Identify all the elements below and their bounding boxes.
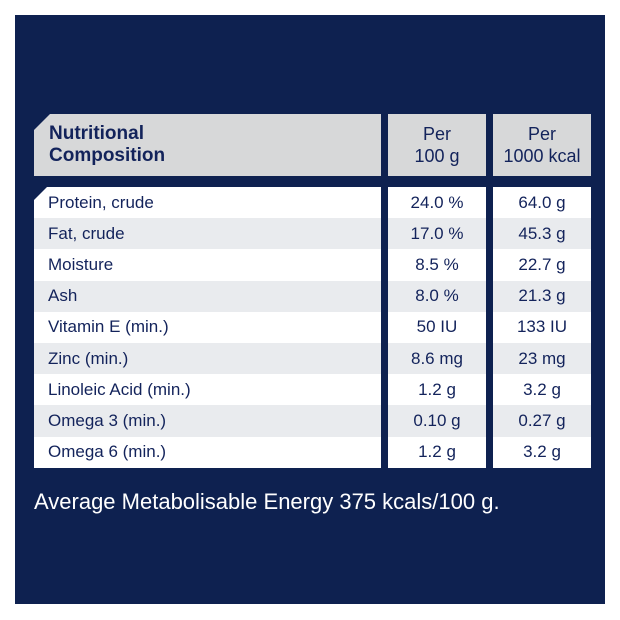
row-label: Linoleic Acid (min.) — [34, 374, 381, 406]
row-per-1000kcal: 3.2 g — [493, 374, 591, 406]
nutrition-panel: Nutritional Composition Per 100 g Per 10… — [15, 15, 605, 604]
row-per-1000kcal: 22.7 g — [493, 249, 591, 281]
table-header-row: Nutritional Composition Per 100 g Per 10… — [34, 114, 591, 176]
table-body: Protein, crude 24.0 % 64.0 g Fat, crude … — [34, 187, 591, 468]
row-per-1000kcal: 133 IU — [493, 311, 591, 343]
table-row: Ash 8.0 % 21.3 g — [34, 280, 591, 312]
row-label: Fat, crude — [34, 218, 381, 250]
header-per-100g: Per 100 g — [388, 114, 486, 176]
row-per-100g: 8.5 % — [388, 249, 486, 281]
header-per-1000kcal: Per 1000 kcal — [493, 114, 591, 176]
row-per-1000kcal: 23 mg — [493, 342, 591, 375]
row-per-100g: 17.0 % — [388, 218, 486, 250]
table-row: Linoleic Acid (min.) 1.2 g 3.2 g — [34, 374, 591, 406]
table-row: Fat, crude 17.0 % 45.3 g — [34, 218, 591, 250]
row-per-100g: 24.0 % — [388, 187, 486, 219]
average-metabolisable-energy-note: Average Metabolisable Energy 375 kcals/1… — [34, 489, 500, 514]
header-col1-line1: Nutritional — [49, 123, 144, 144]
table-row: Omega 3 (min.) 0.10 g 0.27 g — [34, 405, 591, 437]
nutrition-table: Nutritional Composition Per 100 g Per 10… — [34, 114, 591, 468]
table-row: Omega 6 (min.) 1.2 g 3.2 g — [34, 436, 591, 468]
row-per-100g: 1.2 g — [388, 374, 486, 406]
row-per-1000kcal: 0.27 g — [493, 405, 591, 437]
table-row: Moisture 8.5 % 22.7 g — [34, 249, 591, 281]
table-row: Zinc (min.) 8.6 mg 23 mg — [34, 342, 591, 375]
row-per-1000kcal: 64.0 g — [493, 187, 591, 219]
table-row: Vitamin E (min.) 50 IU 133 IU — [34, 311, 591, 343]
row-label: Zinc (min.) — [34, 342, 381, 375]
row-per-100g: 50 IU — [388, 311, 486, 343]
row-label: Ash — [34, 280, 381, 312]
header-col3-line2: 1000 kcal — [503, 146, 581, 166]
table-row: Protein, crude 24.0 % 64.0 g — [34, 187, 591, 219]
row-label: Moisture — [34, 249, 381, 281]
header-col2-line1: Per — [422, 124, 451, 144]
header-col1-line2: Composition — [49, 145, 166, 166]
row-label: Protein, crude — [34, 187, 381, 219]
row-per-100g: 0.10 g — [388, 405, 486, 437]
row-per-1000kcal: 3.2 g — [493, 436, 591, 468]
row-per-100g: 8.6 mg — [388, 342, 486, 375]
header-nutritional-composition: Nutritional Composition — [34, 114, 381, 176]
row-per-1000kcal: 45.3 g — [493, 218, 591, 250]
row-label: Omega 3 (min.) — [34, 405, 381, 437]
header-col2-line2: 100 g — [414, 146, 460, 166]
row-per-100g: 8.0 % — [388, 280, 486, 312]
row-per-1000kcal: 21.3 g — [493, 280, 591, 312]
row-label: Vitamin E (min.) — [34, 311, 381, 343]
row-label: Omega 6 (min.) — [34, 436, 381, 468]
header-col3-line1: Per — [527, 124, 556, 144]
row-per-100g: 1.2 g — [388, 436, 486, 468]
